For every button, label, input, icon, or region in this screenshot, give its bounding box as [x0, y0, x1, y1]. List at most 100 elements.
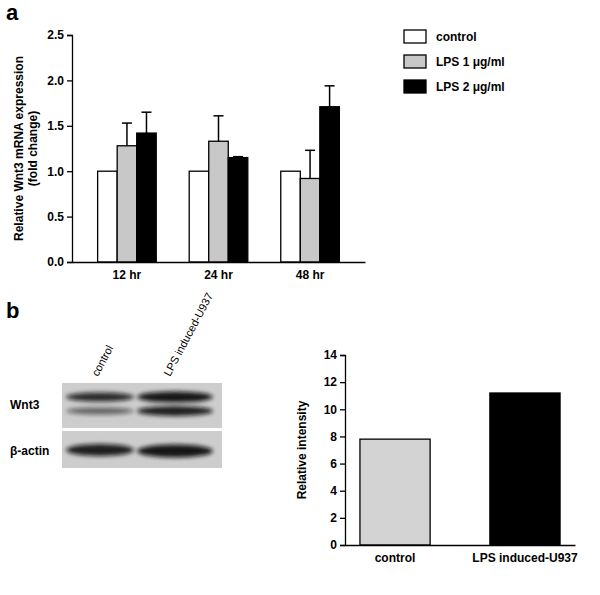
error-bar: [325, 86, 335, 107]
x-axis-line: [346, 545, 576, 546]
series: [137, 86, 340, 262]
y-tick: 1.5: [47, 119, 72, 133]
blot-band: [66, 408, 134, 415]
x-tick-label: 12 hr: [113, 268, 142, 282]
y-tick-mark: [67, 35, 72, 36]
panel-label: a: [6, 0, 19, 25]
y-tick-label: 2: [330, 511, 337, 525]
y-tick-mark: [340, 355, 345, 356]
blot-band: [66, 444, 134, 456]
band-label: β-actin: [10, 444, 49, 458]
y-tick-label: 12: [324, 375, 338, 389]
y-tick: 0.5: [47, 210, 72, 224]
y-axis-line: [340, 356, 346, 546]
y-tick-mark: [340, 545, 345, 546]
y-tick-label: 0.0: [47, 255, 64, 269]
blot-band: [137, 392, 213, 403]
y-tick-label: 0: [330, 538, 337, 552]
blot-band: [137, 406, 213, 416]
bar: [137, 133, 157, 262]
y-tick: 10: [324, 403, 345, 417]
error-bar-cap: [305, 150, 315, 152]
y-tick-mark: [340, 436, 345, 437]
figure: a 0.0 0.5 1.0 1.5 2.0 2.5 12 hr 24 hr 48 hr Relati…: [0, 0, 600, 595]
legend-item: LPS 2 μg/ml: [404, 80, 505, 94]
lane-label: control: [89, 343, 115, 378]
y-tick-mark: [340, 409, 345, 410]
bar: [300, 178, 320, 262]
y-tick: 2.5: [47, 28, 72, 42]
y-tick-label: 10: [324, 403, 338, 417]
bar: [98, 171, 118, 262]
y-axis: 0 2 4 6 8 10 12 14: [324, 348, 346, 552]
x-tick: LPS induced-U937: [472, 545, 578, 565]
plot-area: [360, 393, 560, 545]
series: [117, 116, 320, 262]
y-tick-mark: [67, 171, 72, 172]
y-tick-label: 6: [330, 457, 337, 471]
y-tick-label: 1.5: [47, 119, 64, 133]
y-tick-mark: [340, 463, 345, 464]
blot-background: [62, 431, 222, 468]
bar: [490, 393, 560, 545]
error-bar: [305, 150, 315, 178]
error-bar-stem: [309, 150, 311, 178]
error-bar: [122, 123, 132, 146]
x-tick-label: 24 hr: [204, 268, 233, 282]
error-bar: [233, 156, 243, 158]
y-tick-mark: [340, 491, 345, 492]
y-tick-mark: [67, 216, 72, 217]
error-bar: [214, 116, 224, 141]
y-axis: 0.0 0.5 1.0 1.5 2.0 2.5: [47, 28, 72, 269]
legend-swatch: [404, 80, 426, 93]
legend: control LPS 1 μg/ml LPS 2 μg/ml: [404, 30, 505, 94]
legend-label: control: [436, 30, 477, 44]
bar: [281, 171, 301, 262]
legend-label: LPS 2 μg/ml: [436, 80, 505, 94]
legend-item: LPS 1 μg/ml: [404, 55, 505, 69]
y-axis-title-line: Relative Wnt3 mRNA expression: [12, 56, 26, 241]
panel-b: b Wnt3 β-actin control LPS induced-U937 0 2 4 6 8…: [6, 291, 578, 565]
error-bar-cap: [141, 111, 151, 113]
y-tick-mark: [67, 262, 72, 263]
bar: [320, 107, 340, 262]
y-tick: 2: [330, 511, 345, 525]
y-axis-line: [67, 36, 73, 263]
x-tick: 12 hr: [113, 262, 142, 282]
blot-background: [62, 383, 222, 428]
error-bar-cap: [325, 85, 335, 87]
error-bar-cap: [233, 156, 243, 158]
panel-label: b: [6, 298, 19, 323]
western-blot: [62, 383, 222, 468]
y-tick-mark: [67, 80, 72, 81]
y-tick: 0.0: [47, 255, 72, 269]
plot-area: [98, 86, 340, 262]
legend-swatch: [404, 55, 426, 68]
x-tick: control: [375, 545, 416, 565]
x-axis-line: [73, 262, 366, 263]
y-axis-title: Relative Wnt3 mRNA expression(fold chang…: [12, 56, 40, 241]
y-tick: 1.0: [47, 165, 72, 179]
bar: [189, 171, 209, 262]
y-tick: 12: [324, 375, 345, 389]
y-tick-label: 0.5: [47, 210, 64, 224]
x-tick-label: control: [375, 551, 416, 565]
y-tick-label: 8: [330, 430, 337, 444]
blot-band: [66, 393, 134, 402]
band-label: Wnt3: [10, 398, 40, 412]
panel-a: a 0.0 0.5 1.0 1.5 2.0 2.5 12 hr 24 hr 48 hr Relati…: [6, 0, 505, 282]
y-tick: 2.0: [47, 74, 72, 88]
bar: [228, 158, 248, 262]
x-tick: 24 hr: [204, 262, 233, 282]
y-tick-mark: [67, 126, 72, 127]
y-tick: 6: [330, 457, 345, 471]
bar: [209, 141, 229, 262]
lane-label: LPS induced-U937: [161, 291, 215, 378]
blot-band: [137, 445, 213, 458]
y-axis-title: Relative intensity: [295, 400, 309, 499]
y-tick-label: 14: [324, 348, 338, 362]
x-axis: 12 hr 24 hr 48 hr: [73, 262, 366, 282]
error-bar-stem: [329, 86, 331, 107]
x-tick-label: 48 hr: [296, 268, 325, 282]
y-tick: 4: [330, 484, 345, 498]
